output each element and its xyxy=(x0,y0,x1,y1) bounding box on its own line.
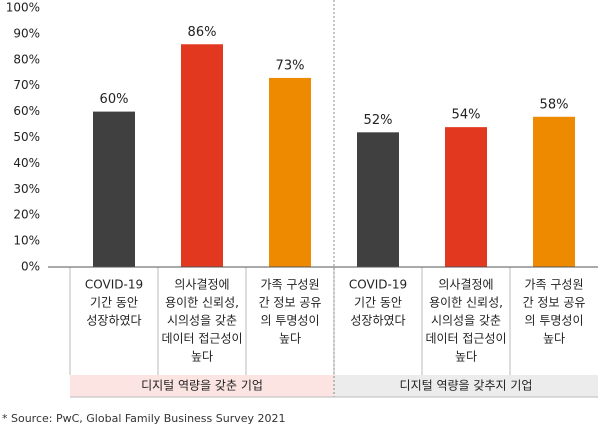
x-tick-label: 기간 동안 xyxy=(90,296,138,310)
x-tick-label: 의 투명성이 xyxy=(524,314,583,328)
x-tick-label: 높다 xyxy=(455,350,477,364)
x-tick-label: COVID-19 xyxy=(85,278,143,292)
x-tick-label: 가족 구성원 xyxy=(524,278,583,292)
value-label: 54% xyxy=(452,108,481,123)
y-tick-label: 40% xyxy=(13,156,40,170)
value-label: 73% xyxy=(276,58,305,73)
y-tick-label: 50% xyxy=(13,130,40,144)
x-tick-label: 성장하였다 xyxy=(350,314,405,328)
x-tick-label: 기간 동안 xyxy=(354,296,402,310)
x-tick-label: 시의성을 갖춘 xyxy=(431,314,501,328)
bar xyxy=(93,111,135,267)
y-tick-label: 70% xyxy=(13,78,40,92)
x-tick-label: 의 투명성이 xyxy=(260,314,319,328)
group-label: 디지털 역량을 갖춘 기업 xyxy=(141,379,263,393)
x-tick-label: 데이터 접근성이 xyxy=(425,332,506,346)
x-tick-label: 용이한 신뢰성, xyxy=(429,296,503,310)
x-tick-label: 높다 xyxy=(543,332,565,346)
x-tick-label: 간 정보 공유 xyxy=(259,296,322,310)
y-tick-label: 20% xyxy=(13,208,40,222)
group-band xyxy=(70,375,334,397)
x-tick-label: 의사결정에 xyxy=(174,278,229,292)
value-label: 52% xyxy=(364,113,393,128)
value-label: 86% xyxy=(188,25,217,40)
footnote: * Source: PwC, Global Family Business Su… xyxy=(2,412,286,425)
x-tick-label: 간 정보 공유 xyxy=(523,296,586,310)
bar xyxy=(533,116,575,267)
x-tick-label: 의사결정에 xyxy=(438,278,493,292)
value-label: 60% xyxy=(100,92,129,107)
bar xyxy=(445,127,487,267)
y-tick-label: 10% xyxy=(13,234,40,248)
y-tick-label: 80% xyxy=(13,52,40,66)
x-tick-label: 가족 구성원 xyxy=(260,278,319,292)
x-tick-label: 높다 xyxy=(191,350,213,364)
x-tick-label: COVID-19 xyxy=(349,278,407,292)
y-tick-label: 100% xyxy=(6,1,40,15)
value-label: 58% xyxy=(540,97,569,112)
x-tick-label: 용이한 신뢰성, xyxy=(165,296,239,310)
bar xyxy=(181,44,223,268)
group-band xyxy=(334,375,598,397)
y-tick-label: 30% xyxy=(13,182,40,196)
bar xyxy=(357,132,399,267)
x-tick-label: 성장하였다 xyxy=(86,314,141,328)
x-tick-label: 데이터 접근성이 xyxy=(161,332,242,346)
y-tick-label: 0% xyxy=(21,260,40,274)
y-tick-label: 60% xyxy=(13,104,40,118)
x-tick-label: 시의성을 갖춘 xyxy=(167,314,237,328)
x-tick-label: 높다 xyxy=(279,332,301,346)
y-tick-label: 90% xyxy=(13,26,40,40)
group-label: 디지털 역량을 갖추지 기업 xyxy=(400,379,533,393)
bar xyxy=(269,77,311,268)
